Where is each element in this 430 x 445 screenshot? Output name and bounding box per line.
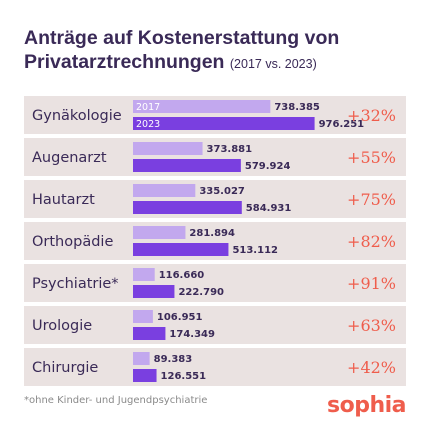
value-label-2023: 222.790 [178, 287, 224, 298]
change-label: +32% [347, 106, 396, 125]
category-label: Urologie [32, 318, 92, 334]
row-background [24, 348, 406, 386]
bar-2023 [133, 285, 175, 298]
value-label-2017: 738.385 [274, 102, 320, 113]
bar-2023 [133, 159, 241, 172]
value-label-2017: 281.894 [189, 228, 235, 239]
bar-2023 [133, 327, 166, 340]
sophia-logo: sophia [326, 393, 407, 418]
row-background [24, 264, 406, 302]
chart-title: Anträge auf Kostenerstattung von Privata… [24, 26, 414, 76]
bar-2017 [133, 142, 203, 155]
row-background [24, 306, 406, 344]
value-label-2023: 976.251 [319, 119, 365, 130]
value-label-2017: 89.383 [154, 354, 193, 365]
change-label: +75% [347, 190, 396, 209]
legend-2023: 2023 [136, 119, 160, 130]
footnote: *ohne Kinder- und Jugendpsychiatrie [24, 395, 208, 406]
value-label-2023: 513.112 [232, 245, 278, 256]
change-label: +55% [347, 148, 396, 167]
bar-2023 [133, 243, 229, 256]
bar-2023 [133, 369, 157, 382]
bar-2017 [133, 226, 186, 239]
value-label-2017: 335.027 [199, 186, 245, 197]
category-label: Gynäkologie [32, 108, 122, 124]
value-label-2017: 106.951 [157, 312, 203, 323]
value-label-2017: 373.881 [207, 144, 253, 155]
change-label: +82% [347, 232, 396, 251]
value-label-2023: 174.349 [169, 329, 215, 340]
category-label: Hautarzt [32, 192, 95, 208]
bar-2017 [133, 268, 155, 281]
category-label: Psychiatrie* [32, 276, 119, 292]
category-label: Chirurgie [32, 360, 98, 376]
value-label-2023: 126.551 [161, 371, 207, 382]
value-label-2023: 579.924 [245, 161, 291, 172]
bar-2017 [133, 352, 150, 365]
bar-2017 [133, 184, 196, 197]
category-label: Orthopädie [32, 234, 113, 250]
legend-2017: 2017 [136, 102, 160, 113]
chart-subtitle: (2017 vs. 2023) [229, 57, 317, 71]
bar-2017 [133, 310, 153, 323]
value-label-2023: 584.931 [246, 203, 292, 214]
value-label-2017: 116.660 [159, 270, 205, 281]
change-label: +42% [347, 358, 396, 377]
category-label: Augenarzt [32, 150, 107, 166]
change-label: +63% [347, 316, 396, 335]
bar-2023 [133, 117, 315, 130]
chart-title-text: Anträge auf Kostenerstattung von Privata… [24, 27, 340, 73]
bar-2017 [133, 100, 271, 113]
bar-2023 [133, 201, 242, 214]
change-label: +91% [347, 274, 396, 293]
